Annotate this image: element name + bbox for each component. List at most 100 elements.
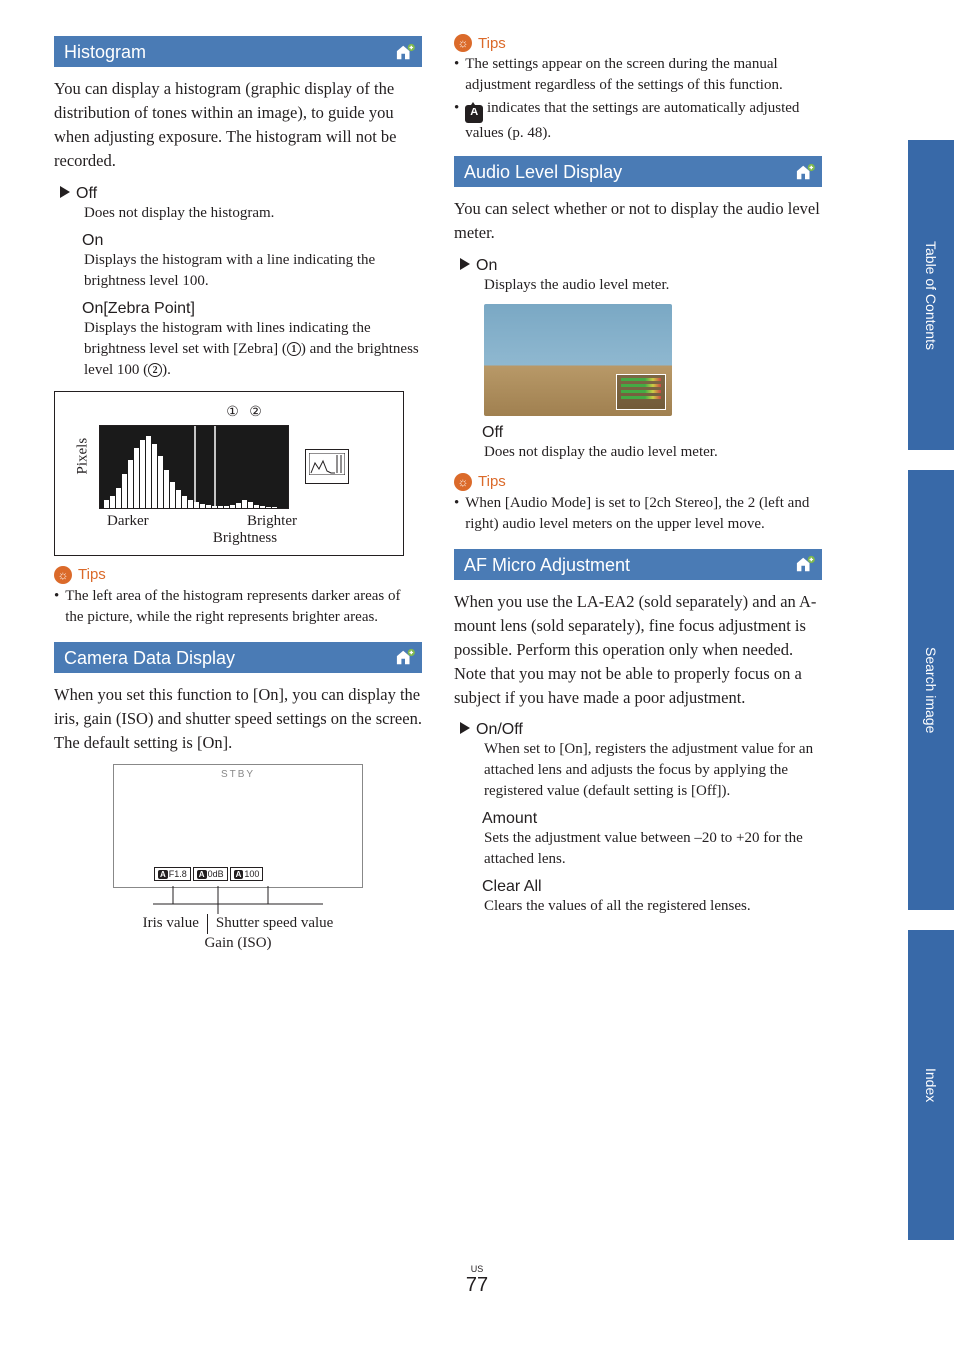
section-title: Audio Level Display [464, 162, 622, 182]
option-amount: Amount [482, 810, 822, 828]
tab-toc[interactable]: Table of Contents [908, 140, 954, 450]
triangle-icon [460, 258, 470, 270]
option-label: On [82, 232, 103, 250]
option-zebra: On[Zebra Point] [82, 300, 422, 318]
histogram-markers: ① ② [105, 404, 383, 421]
tab-index[interactable]: Index [908, 930, 954, 1240]
option-desc: Displays the histogram with lines indica… [84, 318, 422, 381]
section-title: Camera Data Display [64, 648, 235, 668]
page-num-value: 77 [466, 1274, 488, 1297]
option-desc: Sets the adjustment value between –20 to… [484, 828, 822, 870]
tips-text: A indicates that the settings are automa… [465, 98, 822, 144]
a-badge: A [234, 870, 244, 879]
a-badge: A [197, 870, 207, 879]
audio-meters [616, 374, 666, 410]
tab-search[interactable]: Search image [908, 470, 954, 910]
ylabel: Pixels [75, 459, 92, 475]
page-number: US 77 [466, 1264, 488, 1297]
tips-icon [454, 473, 472, 491]
a-badge: A [158, 870, 168, 879]
bullet-dot: • [454, 98, 459, 144]
option-off: Off [60, 183, 422, 203]
auto-badge-icon: A [465, 105, 483, 123]
ind-value: F1.8 [169, 869, 187, 879]
brighter-label: Brighter [247, 513, 297, 530]
indicator-shutter: A100 [230, 867, 264, 881]
camera-labels: Iris value Shutter speed value Gain (ISO… [113, 914, 363, 953]
divider [207, 914, 208, 934]
option-label: Off [76, 185, 97, 203]
tab-gap [908, 450, 954, 470]
tips-text: When [Audio Mode] is set to [2ch Stereo]… [465, 493, 822, 535]
bullet-dot: • [454, 493, 459, 535]
tips-header: Tips [454, 473, 822, 491]
section-audio-level: Audio Level Display [454, 156, 822, 187]
iris-label: Iris value [143, 914, 199, 934]
pointer-lines [113, 886, 363, 914]
ind-value: 0dB [208, 869, 224, 879]
option-desc: Clears the values of all the registered … [484, 896, 822, 917]
tab-label: Table of Contents [923, 241, 939, 350]
tips-bullet: • A indicates that the settings are auto… [454, 98, 822, 144]
section-title: AF Micro Adjustment [464, 555, 630, 575]
tips-icon [454, 34, 472, 52]
option-desc: Does not display the audio level meter. [484, 442, 822, 463]
marker-2: ② [249, 405, 262, 420]
circled-1: 1 [287, 342, 301, 356]
tips-bullet: • When [Audio Mode] is set to [2ch Stere… [454, 493, 822, 535]
camera-display-figure: STBY AF1.8 A0dB A100 Iris value [113, 764, 363, 953]
option-label: Clear All [482, 878, 542, 896]
inset-icon [305, 449, 349, 484]
home-icon[interactable] [394, 43, 416, 61]
gain-label: Gain (ISO) [113, 934, 363, 954]
option-desc: Displays the audio level meter. [484, 275, 822, 296]
option-label: Off [482, 424, 503, 442]
afmicro-intro: When you use the LA-EA2 (sold separately… [454, 590, 822, 710]
camera-data-intro: When you set this function to [On], you … [54, 683, 422, 755]
option-label: On[Zebra Point] [82, 300, 195, 318]
stby-label: STBY [221, 769, 255, 780]
option-on: On [460, 255, 822, 275]
indicator-iris: AF1.8 [154, 867, 191, 881]
shutter-label: Shutter speed value [216, 914, 333, 934]
home-icon[interactable] [794, 555, 816, 573]
histogram-range-labels: Darker Brighter [107, 513, 297, 530]
tab-gap [908, 910, 954, 930]
option-clearall: Clear All [482, 878, 822, 896]
xlabel: Brightness [107, 530, 383, 547]
circled-2: 2 [148, 363, 162, 377]
tips-header: Tips [54, 566, 422, 584]
left-column: Histogram You can display a histogram (g… [54, 30, 422, 957]
option-desc: Does not display the histogram. [84, 203, 422, 224]
text: indicates that the settings are automati… [465, 100, 799, 141]
section-af-micro: AF Micro Adjustment [454, 549, 822, 580]
tips-label: Tips [78, 566, 106, 583]
sidebar: Table of Contents Search image Index [908, 0, 954, 1357]
section-histogram: Histogram [54, 36, 422, 67]
tips-bullet: • The settings appear on the screen duri… [454, 54, 822, 96]
right-column: Tips • The settings appear on the screen… [454, 30, 822, 957]
bullet-dot: • [454, 54, 459, 96]
text: ). [162, 362, 171, 378]
section-title: Histogram [64, 42, 146, 62]
camera-indicators: AF1.8 A0dB A100 [154, 867, 263, 881]
section-camera-data: Camera Data Display [54, 642, 422, 673]
camera-screen: STBY AF1.8 A0dB A100 [113, 764, 363, 888]
bullet-dot: • [54, 586, 59, 628]
tips-text: The left area of the histogram represent… [65, 586, 422, 628]
option-onoff: On/Off [460, 719, 822, 739]
option-on: On [82, 232, 422, 250]
option-desc: Displays the histogram with a line indic… [84, 250, 422, 292]
audio-preview-image [484, 304, 672, 416]
marker-1: ① [226, 405, 239, 420]
option-label: On/Off [476, 721, 523, 739]
ind-value: 100 [244, 869, 259, 879]
histogram-intro: You can display a histogram (graphic dis… [54, 77, 422, 173]
home-icon[interactable] [394, 648, 416, 666]
tips-label: Tips [478, 35, 506, 52]
tab-label: Index [923, 1068, 939, 1102]
home-icon[interactable] [794, 163, 816, 181]
darker-label: Darker [107, 513, 149, 530]
tab-label: Search image [923, 647, 939, 733]
option-desc: When set to [On], registers the adjustme… [484, 739, 822, 802]
